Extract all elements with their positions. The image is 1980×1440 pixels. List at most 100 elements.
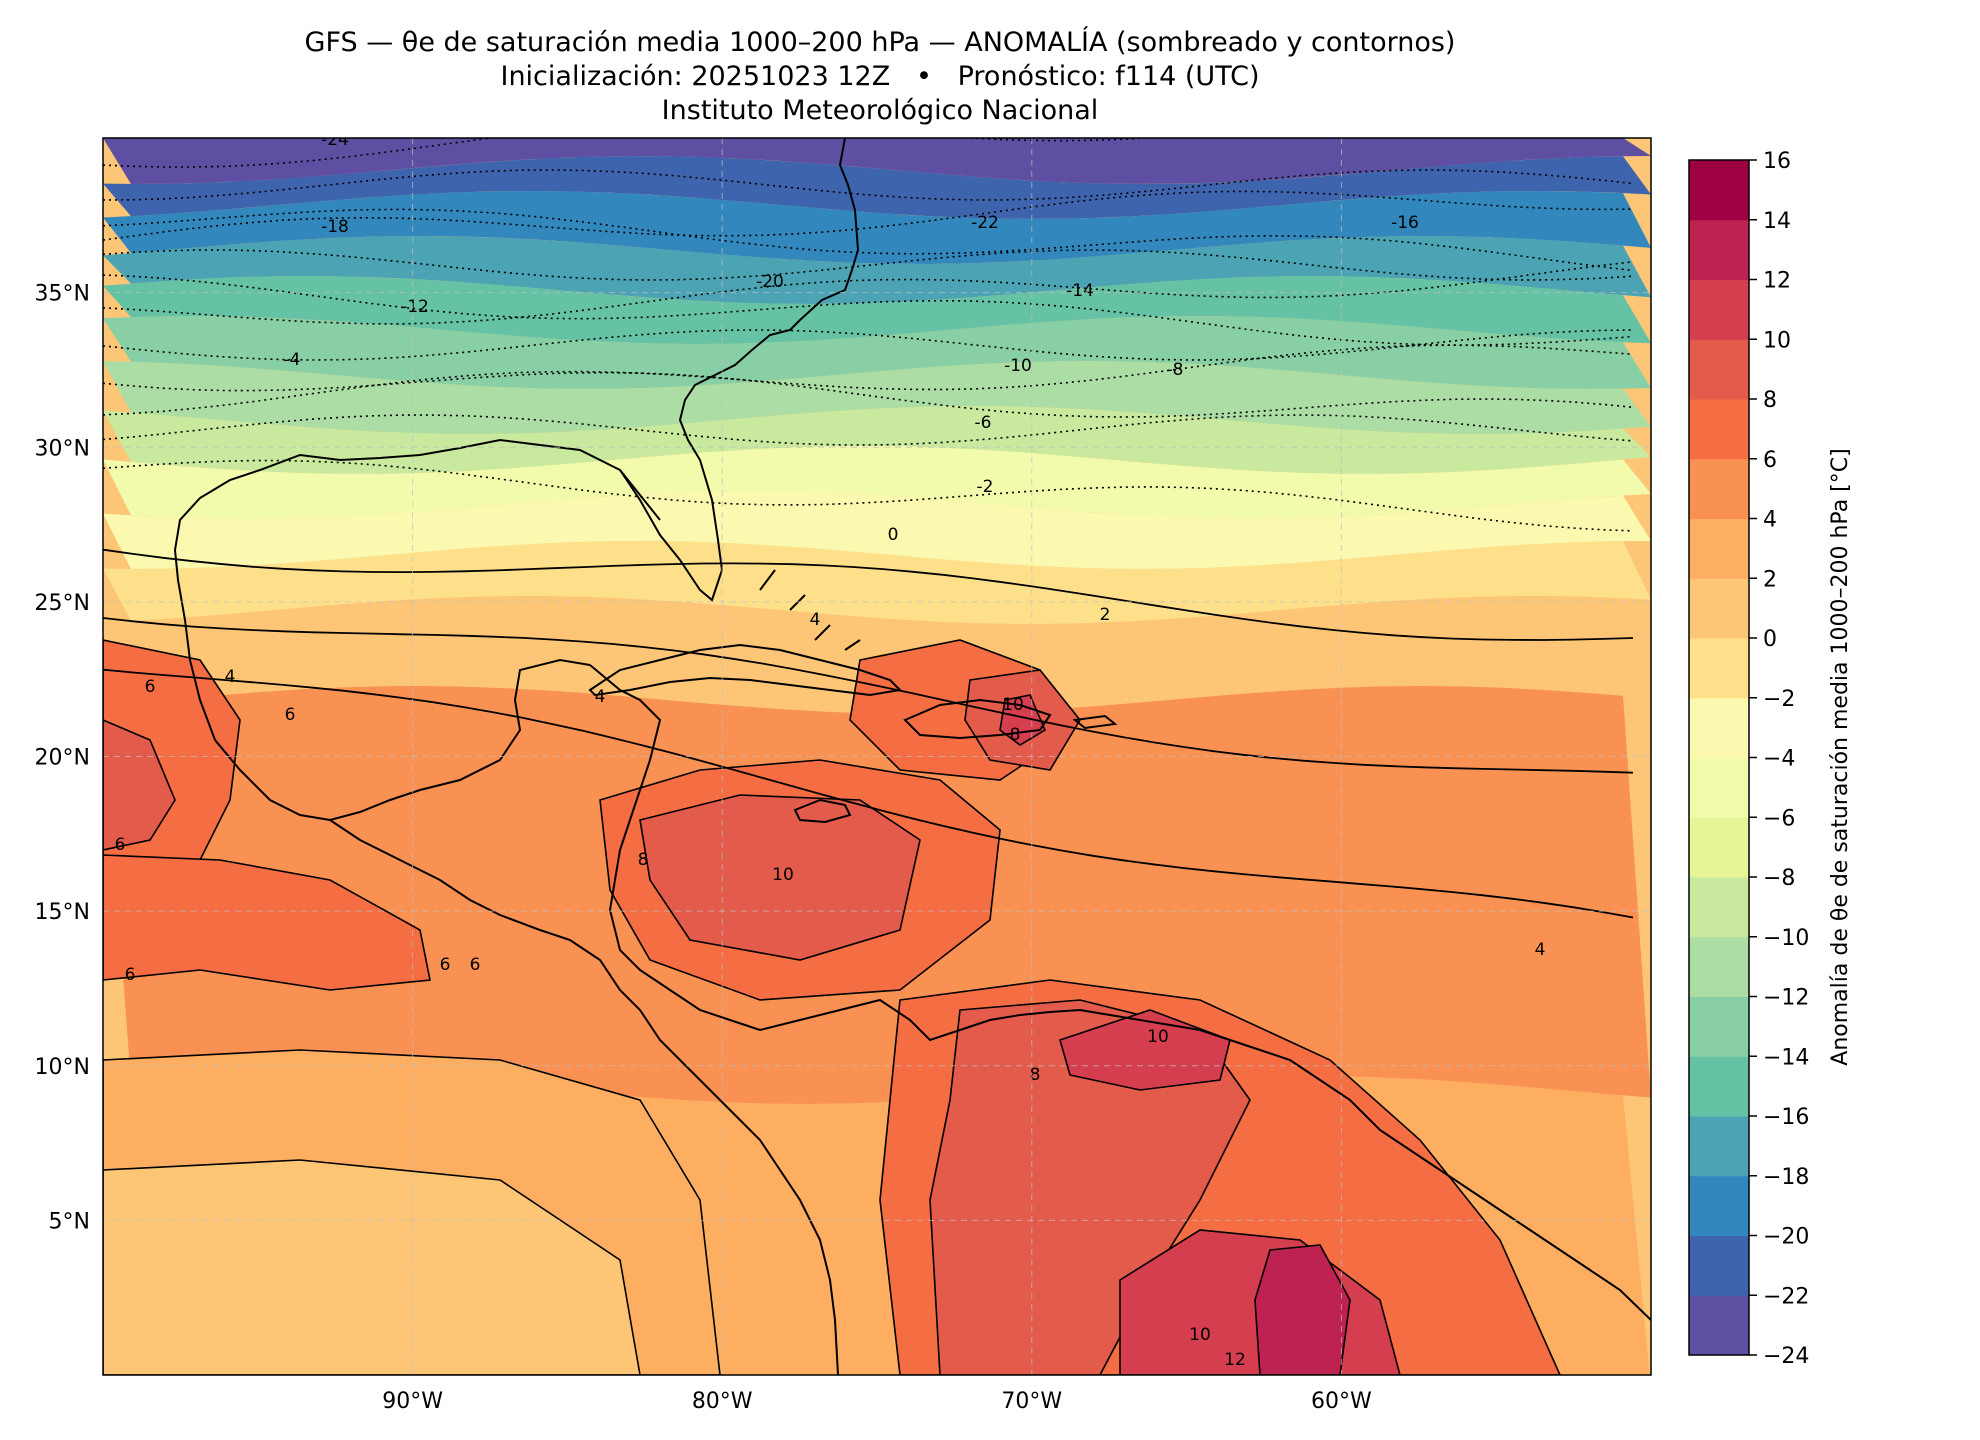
latitude-ticks: 5°N 10°N 15°N 20°N 25°N 30°N 35°N (35, 282, 90, 1235)
coastline-south-america-north (759, 998, 1651, 1321)
colorbar-tick-label: −14 (1763, 1045, 1809, 1070)
latitude-tick-label: 5°N (49, 1209, 90, 1234)
negative-contour (103, 459, 1634, 532)
coastline-hispaniola (903, 698, 1052, 740)
colorbar-segment (1689, 578, 1749, 639)
longitude-ticks: 90°W 80°W 70°W 60°W (382, 1389, 1372, 1414)
anomaly-blob (1059, 1009, 1231, 1091)
contour-label: 4 (225, 667, 236, 687)
contour-label: 8 (1030, 1065, 1041, 1085)
colorbar-tick-label: −8 (1763, 866, 1795, 891)
colorbar-tick-label: −22 (1763, 1284, 1809, 1309)
colorbar-tick-label: 4 (1763, 508, 1777, 533)
anomaly-band (103, 138, 1651, 184)
anomaly-blob (103, 1159, 641, 1375)
colorbar-segment (1689, 458, 1749, 519)
colorbar-tick-label: −2 (1763, 687, 1795, 712)
contour-label: -16 (1391, 213, 1419, 233)
contour-label: 6 (145, 677, 156, 697)
anomaly-band (103, 491, 1651, 569)
colorbar-tick-label: 0 (1763, 627, 1777, 652)
anomaly-band (103, 596, 1651, 714)
colorbar-label: Anomalía de θe de saturación media 1000–… (1828, 448, 1853, 1065)
negative-contour (103, 208, 1634, 272)
anomaly-band (103, 156, 1651, 219)
colorbar-tick-label: 16 (1763, 149, 1791, 174)
coastline-cuba (588, 643, 903, 697)
colorbar-tick-label: −24 (1763, 1344, 1809, 1369)
contour-label: 4 (810, 610, 821, 630)
colorbar: 16 14 12 10 8 6 4 2 0 −2 −4 −6 −8 −10 −12 −14 −16 −18 −20 −… (1688, 149, 1853, 1369)
map-gridlines (103, 138, 1651, 1375)
contour-label: -24 (321, 130, 349, 150)
contour-label: 12 (1224, 1350, 1246, 1370)
coastline-us-east (173, 138, 860, 822)
anomaly-band (103, 406, 1651, 474)
anomaly-blob (999, 694, 1047, 746)
coastline-puerto-rico (1072, 714, 1118, 730)
colorbar-segment (1689, 996, 1749, 1057)
contour-label: -10 (1004, 356, 1032, 376)
colorbar-tick-label: 10 (1763, 328, 1791, 353)
colorbar-segment (1689, 1235, 1749, 1296)
anomaly-contours: -24-22-20-18 -16-14-12-10 -8-6-4-202444466… (103, 130, 1634, 1370)
anomaly-band (103, 541, 1651, 624)
contour-label: -6 (975, 413, 992, 433)
colorbar-tick-label: −20 (1763, 1225, 1809, 1250)
contour-label: 10 (1189, 1325, 1211, 1345)
colorbar-segment (1689, 1295, 1749, 1356)
negative-contour (103, 414, 1634, 446)
colorbar-ticks: 16 14 12 10 8 6 4 2 0 −2 −4 −6 −8 −10 −12 −14 −16 −18 −20 −… (1749, 149, 1809, 1369)
map-area: -24-22-20-18 -16-14-12-10 -8-6-4-202444466… (103, 130, 1651, 1375)
colorbar-tick-label: 6 (1763, 448, 1777, 473)
contour-label: 10 (1147, 1027, 1169, 1047)
coastline-florida-west (619, 469, 661, 521)
contour-label: -18 (321, 217, 349, 237)
colorbar-segment (1689, 1175, 1749, 1236)
contour-label: -20 (756, 272, 784, 292)
contour-label: 8 (638, 850, 649, 870)
longitude-tick-label: 90°W (382, 1389, 443, 1414)
negative-contour (103, 329, 1634, 361)
colorbar-tick-label: 8 (1763, 388, 1777, 413)
longitude-tick-label: 80°W (692, 1389, 753, 1414)
colorbar-segment (1689, 399, 1749, 460)
contour-label: -14 (1066, 281, 1094, 301)
negative-contour (103, 261, 1634, 325)
colorbar-segments (1689, 160, 1749, 1356)
colorbar-tick-label: −6 (1763, 806, 1795, 831)
map-frame (102, 137, 1652, 1376)
contour-label: -2 (977, 477, 994, 497)
colorbar-segment (1689, 877, 1749, 938)
contour-label: 10 (772, 865, 794, 885)
coastline-caribbean-central-america (608, 789, 761, 1031)
anomaly-blob (103, 854, 431, 991)
colorbar-tick-label: 2 (1763, 567, 1777, 592)
anomaly-band (103, 236, 1651, 304)
anomaly-blobs (103, 639, 1561, 1375)
figure-title: GFS — θe de saturación media 1000–200 hP… (0, 26, 1760, 128)
contour-label: -22 (971, 213, 999, 233)
anomaly-blob (639, 794, 921, 961)
contour-label: 0 (888, 525, 899, 545)
longitude-tick-label: 70°W (1001, 1389, 1062, 1414)
colorbar-segment (1689, 518, 1749, 579)
positive-contour (103, 548, 1634, 641)
coastlines (173, 138, 1651, 1375)
colorbar-segment (1689, 279, 1749, 340)
coastline-jamaica (793, 798, 852, 824)
negative-contour (103, 169, 1634, 201)
colorbar-tick-label: −10 (1763, 926, 1809, 951)
colorbar-segment (1689, 339, 1749, 400)
negative-contour (103, 371, 1634, 418)
contour-label: 4 (1535, 940, 1546, 960)
colorbar-tick-label: 12 (1763, 269, 1791, 294)
coastline-yucatan (589, 664, 662, 791)
colorbar-segment (1689, 817, 1749, 878)
contour-label: 6 (470, 955, 481, 975)
contour-label: 6 (115, 835, 126, 855)
title-line-1: GFS — θe de saturación media 1000–200 hP… (304, 27, 1456, 58)
anomaly-band (103, 191, 1651, 264)
negative-contour (103, 249, 1634, 281)
contour-label: 2 (1100, 605, 1111, 625)
